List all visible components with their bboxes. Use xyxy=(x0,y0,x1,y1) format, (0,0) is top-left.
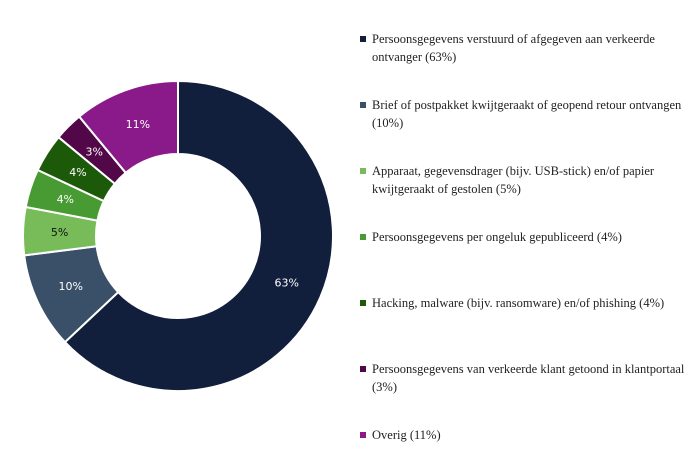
slice-label-1: 10% xyxy=(59,280,83,293)
legend-swatch-1 xyxy=(360,102,366,108)
slice-label-2: 5% xyxy=(51,226,68,239)
legend-swatch-2 xyxy=(360,168,366,174)
legend-item-4: Hacking, malware (bijv. ransomware) en/o… xyxy=(360,294,695,312)
legend-item-0: Persoonsgegevens verstuurd of afgegeven … xyxy=(360,30,695,66)
slice-label-3: 4% xyxy=(57,193,74,206)
legend-swatch-6 xyxy=(360,432,366,438)
donut-plot: 63% 10% 5% 4% 4% 3% 11% xyxy=(22,79,334,392)
legend-item-1: Brief of postpakket kwijtgeraakt of geop… xyxy=(360,96,695,132)
slice-label-0: 63% xyxy=(275,277,299,290)
slice-label-5: 3% xyxy=(85,146,102,159)
slice-6 xyxy=(77,79,179,175)
legend-item-2: Apparaat, gegevensdrager (bijv. USB-stic… xyxy=(360,162,695,198)
legend-swatch-0 xyxy=(360,36,366,42)
legend-swatch-3 xyxy=(360,234,366,240)
legend-label-4: Hacking, malware (bijv. ransomware) en/o… xyxy=(372,296,665,310)
slice-label-6: 11% xyxy=(126,118,150,131)
legend-item-3: Persoonsgegevens per ongeluk gepubliceer… xyxy=(360,228,695,246)
legend-swatch-4 xyxy=(360,300,366,306)
slice-0 xyxy=(63,79,334,392)
slice-label-4: 4% xyxy=(69,166,86,179)
legend-swatch-5 xyxy=(360,366,366,372)
legend-label-2: Apparaat, gegevensdrager (bijv. USB-stic… xyxy=(372,164,655,196)
legend-label-6: Overig (11%) xyxy=(372,428,441,442)
legend-label-3: Persoonsgegevens per ongeluk gepubliceer… xyxy=(372,230,622,244)
legend-item-5: Persoonsgegevens van verkeerde klant get… xyxy=(360,360,695,396)
legend-label-0: Persoonsgegevens verstuurd of afgegeven … xyxy=(372,32,655,64)
legend-label-5: Persoonsgegevens van verkeerde klant get… xyxy=(372,362,685,394)
legend-label-1: Brief of postpakket kwijtgeraakt of geop… xyxy=(372,98,682,130)
legend-item-6: Overig (11%) xyxy=(360,426,695,444)
